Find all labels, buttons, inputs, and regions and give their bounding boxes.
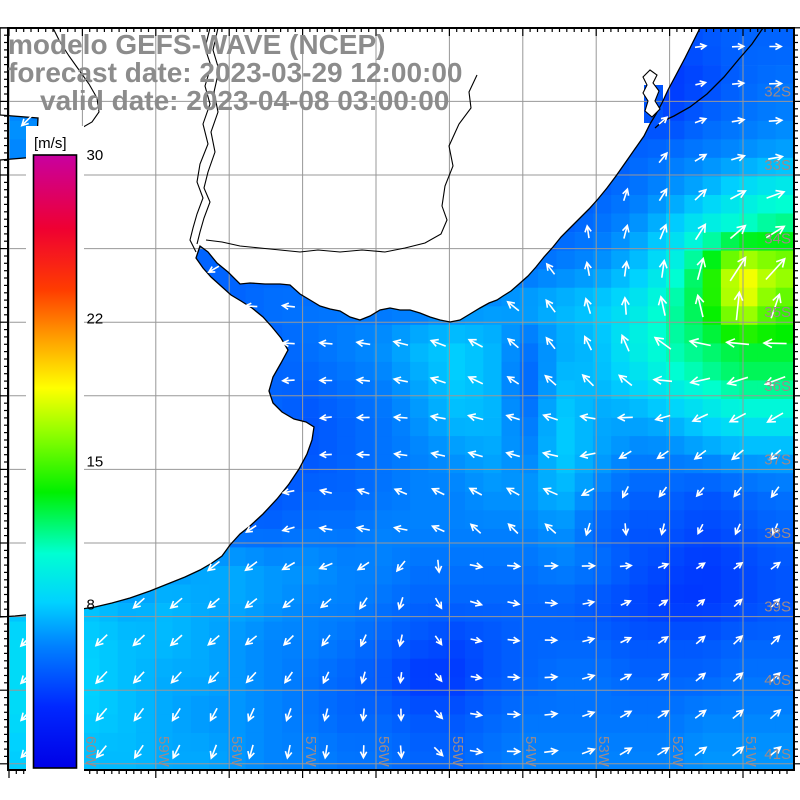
svg-text:57W: 57W	[302, 736, 319, 768]
svg-text:22: 22	[87, 311, 104, 328]
svg-text:53W: 53W	[595, 736, 612, 768]
latitude-labels: 32S 33S 34S 35S 36S 37S 38S 39S 40S 41S	[764, 83, 791, 762]
map-border-ticks	[0, 27, 800, 778]
svg-text:15: 15	[87, 454, 104, 471]
wind-direction-arrows	[19, 42, 787, 760]
model-title-text: modelo GEFS-WAVE (NCEP)	[8, 29, 386, 60]
svg-text:32S: 32S	[764, 83, 791, 100]
svg-text:35S: 35S	[764, 304, 791, 321]
svg-text:52W: 52W	[669, 736, 686, 768]
title-block: modelo GEFS-WAVE (NCEP) forecast date: 2…	[8, 29, 462, 116]
svg-text:33S: 33S	[764, 157, 791, 174]
svg-text:40S: 40S	[764, 672, 791, 689]
grid-lines	[8, 28, 794, 770]
svg-text:37S: 37S	[764, 451, 791, 468]
svg-text:30: 30	[87, 147, 104, 164]
svg-text:34S: 34S	[764, 231, 791, 248]
forecast-date-text: forecast date: 2023-03-29 12:00:00	[8, 57, 462, 88]
svg-text:58W: 58W	[228, 736, 245, 768]
svg-text:41S: 41S	[764, 746, 791, 763]
svg-text:54W: 54W	[522, 736, 539, 768]
svg-text:55W: 55W	[449, 736, 466, 768]
svg-text:38S: 38S	[764, 525, 791, 542]
svg-text:36S: 36S	[764, 378, 791, 395]
svg-text:56W: 56W	[375, 736, 392, 768]
svg-text:59W: 59W	[155, 736, 172, 768]
valid-date-text: valid date: 2023-04-08 03:00:00	[40, 85, 449, 116]
colorbar-unit-label: [m/s]	[34, 135, 67, 152]
svg-text:39S: 39S	[764, 599, 791, 616]
svg-text:51W: 51W	[742, 736, 759, 768]
svg-text:60W: 60W	[82, 736, 99, 768]
colorbar: 30 22 15 8	[26, 126, 103, 778]
svg-text:8: 8	[87, 597, 95, 614]
